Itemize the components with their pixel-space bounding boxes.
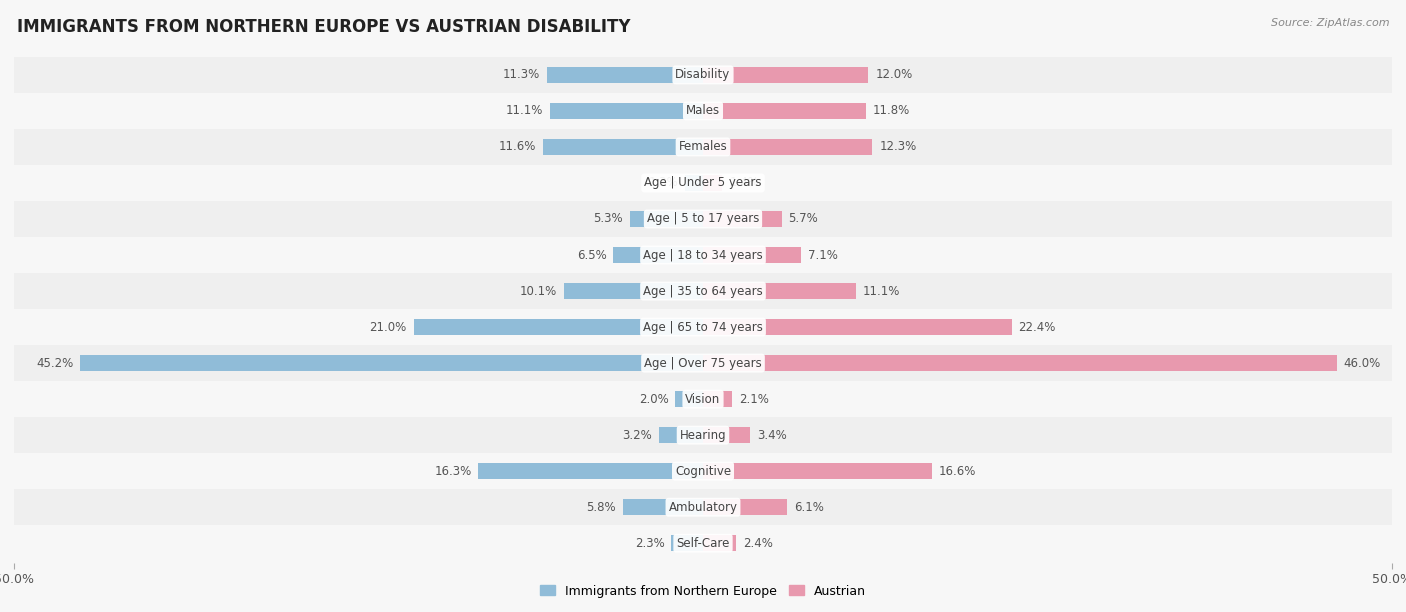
Text: 12.3%: 12.3%: [879, 140, 917, 154]
Text: 7.1%: 7.1%: [807, 248, 838, 261]
Text: 5.3%: 5.3%: [593, 212, 623, 225]
Bar: [703, 67, 869, 83]
Text: 3.4%: 3.4%: [756, 428, 786, 442]
Text: Source: ZipAtlas.com: Source: ZipAtlas.com: [1271, 18, 1389, 28]
Bar: [703, 355, 1337, 371]
Bar: [14, 525, 1392, 561]
Bar: [413, 319, 703, 335]
Text: 1.3%: 1.3%: [648, 176, 678, 190]
Bar: [14, 201, 1392, 237]
Bar: [703, 211, 782, 227]
Bar: [550, 103, 703, 119]
Bar: [623, 499, 703, 515]
Bar: [478, 463, 703, 479]
Text: 10.1%: 10.1%: [520, 285, 557, 297]
Text: Age | 18 to 34 years: Age | 18 to 34 years: [643, 248, 763, 261]
Text: 11.8%: 11.8%: [873, 105, 910, 118]
Text: Males: Males: [686, 105, 720, 118]
Text: 2.1%: 2.1%: [738, 393, 769, 406]
Text: 2.3%: 2.3%: [634, 537, 665, 550]
Text: 16.3%: 16.3%: [434, 465, 471, 478]
Bar: [613, 247, 703, 263]
Bar: [659, 427, 703, 443]
Text: 1.4%: 1.4%: [730, 176, 759, 190]
Text: Age | 35 to 64 years: Age | 35 to 64 years: [643, 285, 763, 297]
Bar: [671, 535, 703, 551]
Text: 11.3%: 11.3%: [503, 69, 540, 81]
Bar: [14, 129, 1392, 165]
Legend: Immigrants from Northern Europe, Austrian: Immigrants from Northern Europe, Austria…: [534, 580, 872, 602]
Text: Hearing: Hearing: [679, 428, 727, 442]
Text: Disability: Disability: [675, 69, 731, 81]
Text: 11.1%: 11.1%: [863, 285, 900, 297]
Bar: [703, 283, 856, 299]
Text: 6.1%: 6.1%: [794, 501, 824, 513]
Text: Age | Under 5 years: Age | Under 5 years: [644, 176, 762, 190]
Text: Age | Over 75 years: Age | Over 75 years: [644, 357, 762, 370]
Text: 5.7%: 5.7%: [789, 212, 818, 225]
Text: 6.5%: 6.5%: [576, 248, 606, 261]
Text: 16.6%: 16.6%: [939, 465, 976, 478]
Bar: [543, 139, 703, 155]
Text: Self-Care: Self-Care: [676, 537, 730, 550]
Text: IMMIGRANTS FROM NORTHERN EUROPE VS AUSTRIAN DISABILITY: IMMIGRANTS FROM NORTHERN EUROPE VS AUSTR…: [17, 18, 630, 36]
Text: 46.0%: 46.0%: [1344, 357, 1381, 370]
Bar: [14, 345, 1392, 381]
Bar: [14, 165, 1392, 201]
Bar: [630, 211, 703, 227]
Text: 11.1%: 11.1%: [506, 105, 543, 118]
Text: Females: Females: [679, 140, 727, 154]
Bar: [14, 489, 1392, 525]
Text: 3.2%: 3.2%: [623, 428, 652, 442]
Bar: [14, 57, 1392, 93]
Bar: [703, 499, 787, 515]
Text: Vision: Vision: [685, 393, 721, 406]
Bar: [685, 175, 703, 191]
Text: Cognitive: Cognitive: [675, 465, 731, 478]
Bar: [547, 67, 703, 83]
Text: 22.4%: 22.4%: [1018, 321, 1056, 334]
Bar: [14, 381, 1392, 417]
Bar: [14, 453, 1392, 489]
Text: Ambulatory: Ambulatory: [668, 501, 738, 513]
Bar: [703, 247, 801, 263]
Bar: [14, 309, 1392, 345]
Text: Age | 65 to 74 years: Age | 65 to 74 years: [643, 321, 763, 334]
Bar: [14, 417, 1392, 453]
Bar: [703, 103, 866, 119]
Bar: [80, 355, 703, 371]
Bar: [14, 237, 1392, 273]
Bar: [703, 319, 1012, 335]
Text: Age | 5 to 17 years: Age | 5 to 17 years: [647, 212, 759, 225]
Bar: [675, 391, 703, 407]
Text: 2.0%: 2.0%: [638, 393, 669, 406]
Bar: [14, 93, 1392, 129]
Text: 45.2%: 45.2%: [37, 357, 73, 370]
Text: 11.6%: 11.6%: [499, 140, 536, 154]
Text: 2.4%: 2.4%: [742, 537, 773, 550]
Text: 21.0%: 21.0%: [370, 321, 406, 334]
Bar: [564, 283, 703, 299]
Bar: [703, 427, 749, 443]
Bar: [703, 175, 723, 191]
Bar: [703, 391, 733, 407]
Bar: [703, 535, 737, 551]
Bar: [703, 139, 873, 155]
Bar: [703, 463, 932, 479]
Text: 5.8%: 5.8%: [586, 501, 616, 513]
Bar: [14, 273, 1392, 309]
Text: 12.0%: 12.0%: [875, 69, 912, 81]
